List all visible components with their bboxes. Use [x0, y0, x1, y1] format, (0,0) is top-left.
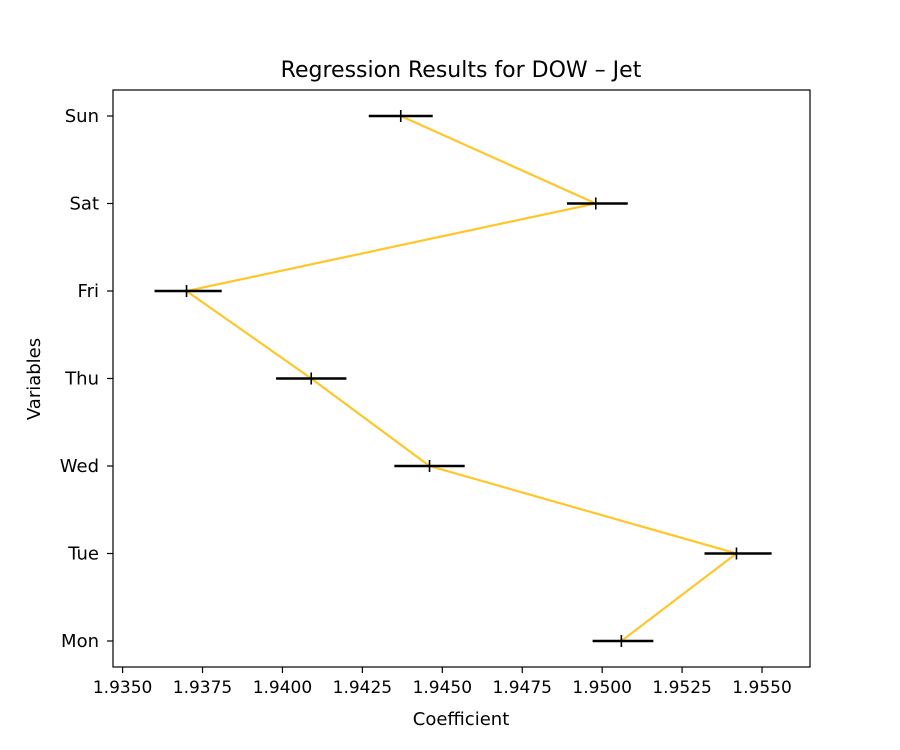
x-tick-label-0: 1.9350 — [93, 678, 152, 698]
chart-title: Regression Results for DOW – Jet — [281, 58, 642, 83]
y-tick-label-tue: Tue — [67, 544, 99, 565]
x-tick-label-4: 1.9450 — [413, 678, 472, 698]
x-tick-label-3: 1.9425 — [333, 678, 392, 698]
x-tick-label-2: 1.9400 — [253, 678, 312, 698]
y-tick-label-sat: Sat — [69, 194, 99, 215]
x-axis-label: Coefficient — [413, 709, 510, 730]
x-tick-label-1: 1.9375 — [173, 678, 232, 698]
x-tick-label-6: 1.9500 — [572, 678, 631, 698]
y-tick-label-wed: Wed — [60, 456, 99, 477]
y-axis-label: Variables — [24, 338, 45, 420]
y-tick-label-thu: Thu — [64, 369, 99, 390]
plot-area: 1.9350 1.9375 1.9400 1.9425 1.9450 1.9475 1.95… — [60, 89, 811, 698]
y-tick-label-sun: Sun — [65, 106, 99, 127]
series-line — [183, 114, 739, 642]
plot-frame — [112, 89, 811, 668]
x-tick-label-5: 1.9475 — [493, 678, 552, 698]
x-tick-label-8: 1.9550 — [732, 678, 791, 698]
y-tick-label-fri: Fri — [78, 281, 99, 302]
y-tick-label-mon: Mon — [61, 631, 99, 652]
x-tick-label-7: 1.9525 — [652, 678, 711, 698]
